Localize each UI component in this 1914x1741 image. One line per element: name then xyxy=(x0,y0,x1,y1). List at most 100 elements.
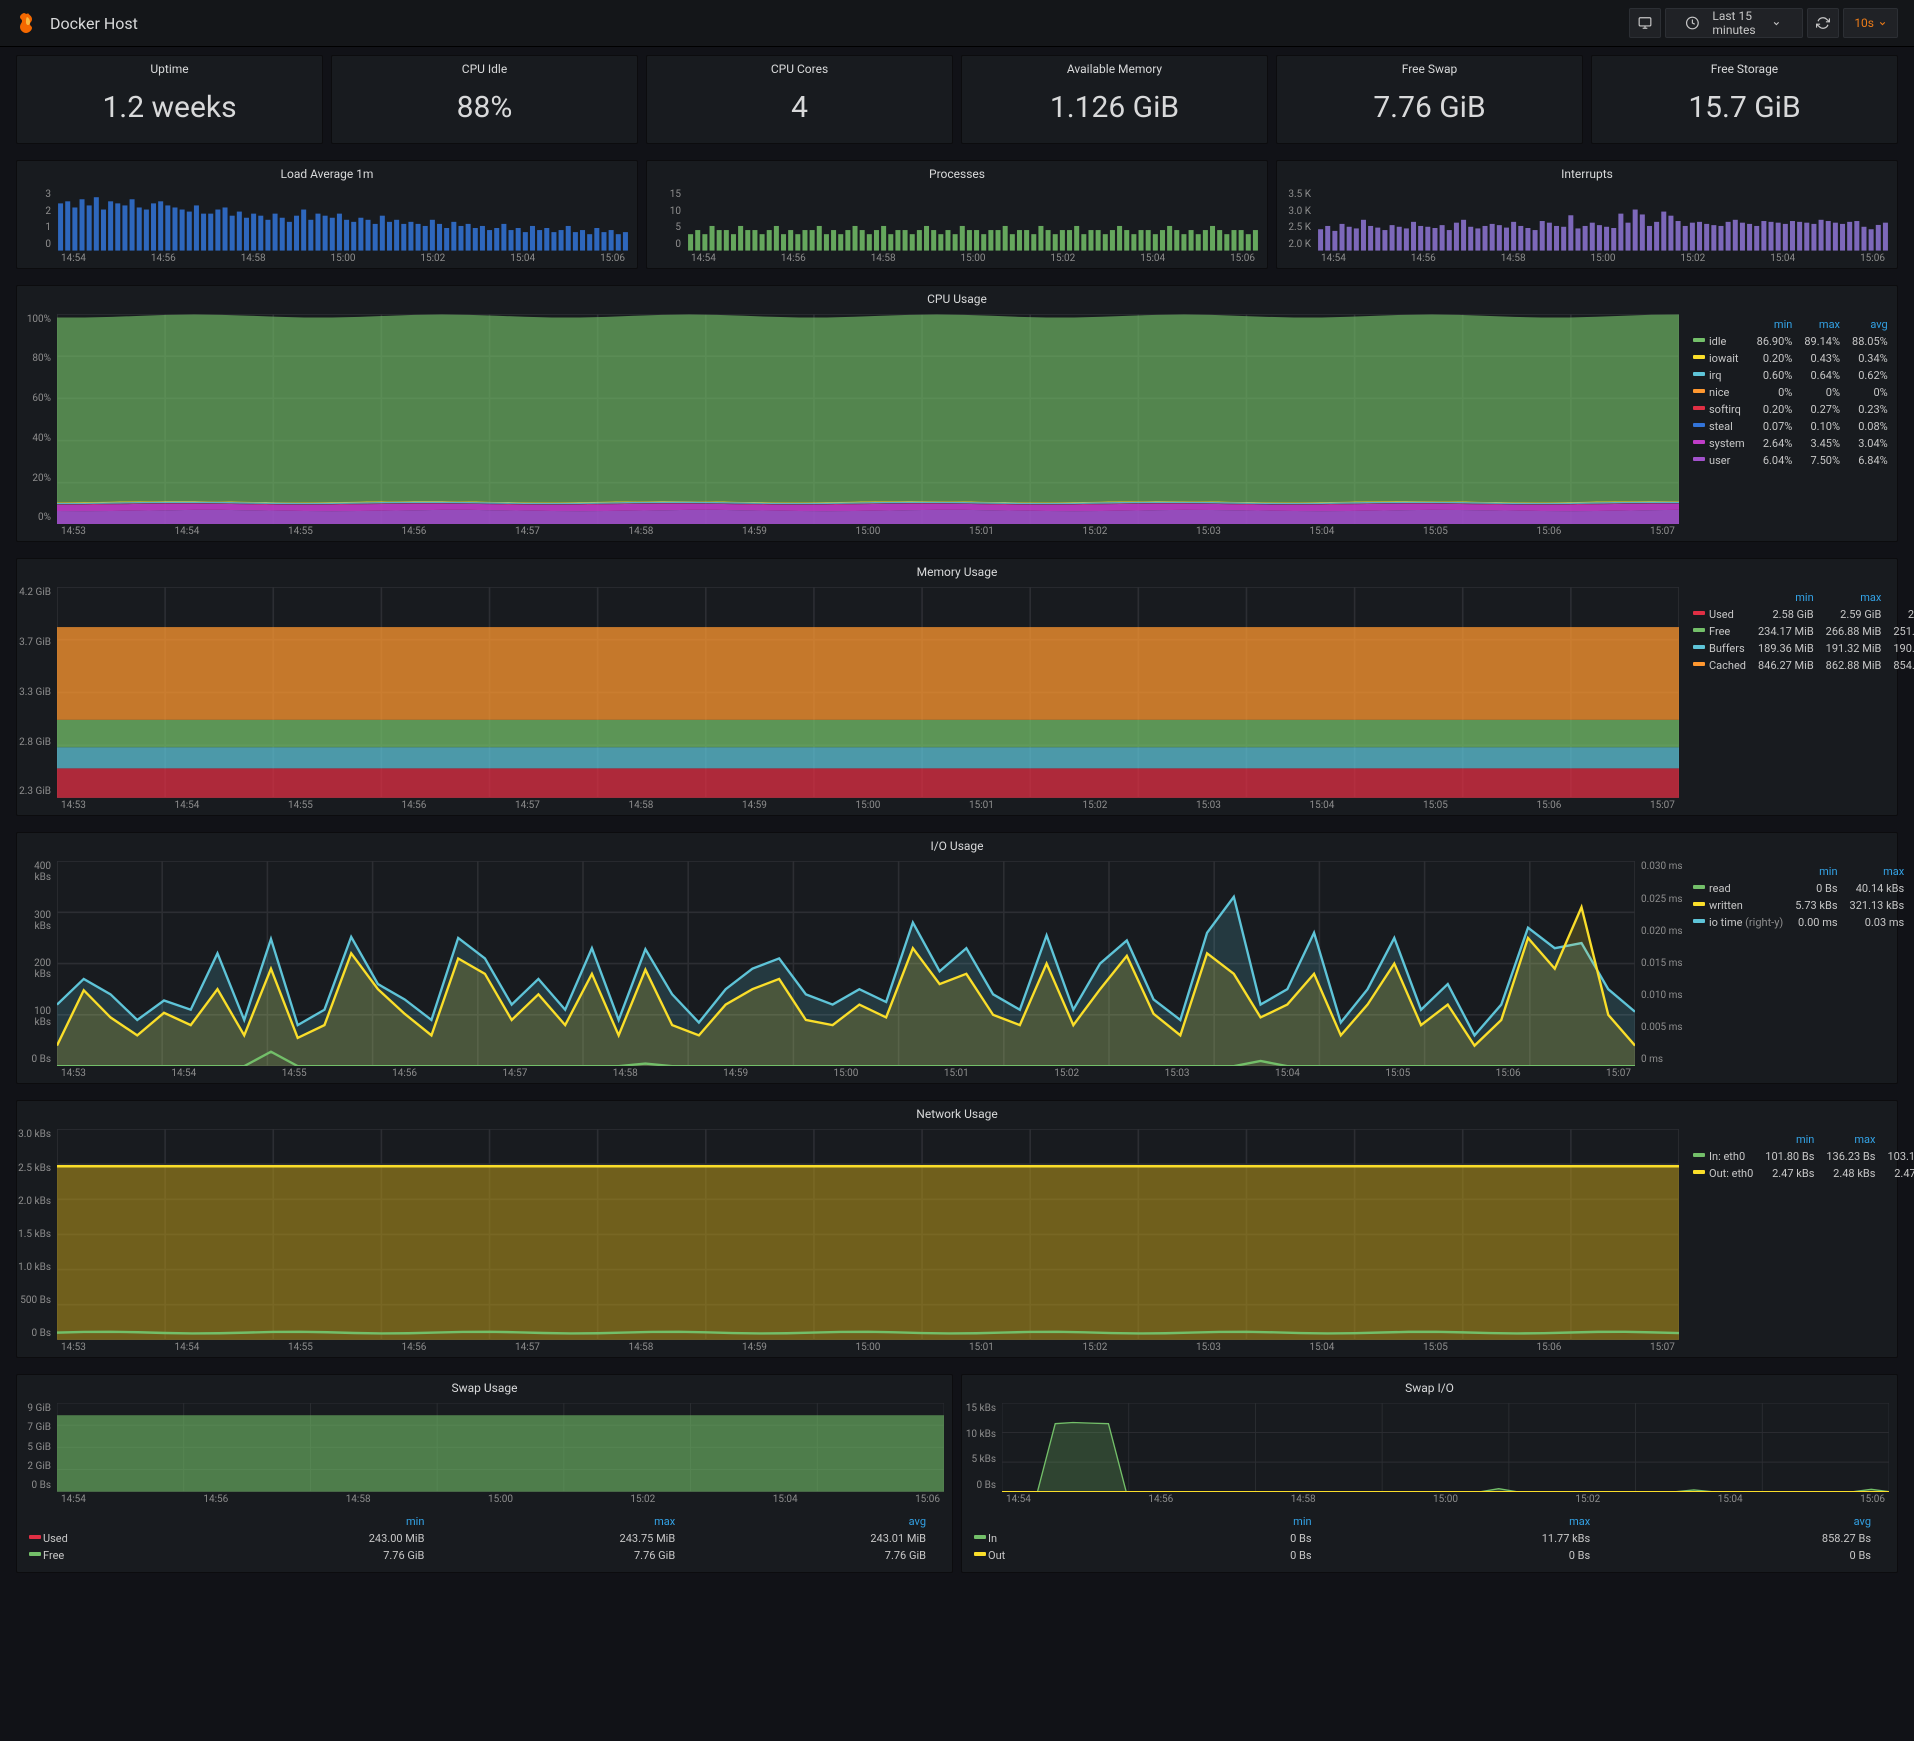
y-axis: 4.2 GiB3.7 GiB3.3 GiB2.8 GiB2.3 GiB xyxy=(17,587,55,797)
legend-row[interactable]: softirq0.20%0.27%0.23% xyxy=(1691,401,1894,418)
time-range-label: Last 15 minutes xyxy=(1712,9,1755,37)
chart-title: CPU Usage xyxy=(17,286,1897,310)
display-icon[interactable] xyxy=(1629,8,1661,38)
chart-body: 100%80%60%40%20%0% 14:5314:5414:5514:561… xyxy=(17,310,1687,542)
chart-title: Interrupts xyxy=(1277,161,1897,185)
legend-row[interactable]: Out: eth02.47 kBs2.48 kBs2.47 kBs xyxy=(1691,1165,1914,1182)
header-controls: Last 15 minutes 10s xyxy=(1629,8,1898,38)
legend-row[interactable]: steal0.07%0.10%0.08% xyxy=(1691,418,1894,435)
chart-body: 3210 14:5414:5614:5815:0015:0215:0415:06 xyxy=(17,185,637,268)
legend-row[interactable]: written5.73 kBs321.13 kBs81.79 kBs xyxy=(1691,897,1914,914)
chart-title: Network Usage xyxy=(17,1101,1897,1125)
chevron-down-icon xyxy=(1760,19,1793,28)
x-axis: 14:5314:5414:5514:5614:5714:5814:5915:00… xyxy=(57,524,1679,537)
legend-row[interactable]: irq0.60%0.64%0.62% xyxy=(1691,367,1894,384)
io-row: I/O Usage 400 kBs300 kBs200 kBs100 kBs0 … xyxy=(0,824,1914,1092)
swap-usage-panel[interactable]: Swap Usage 9 GiB7 GiB5 GiB2 GiB0 Bs 14:5… xyxy=(16,1374,953,1573)
network-row: Network Usage 3.0 kBs2.5 kBs2.0 kBs1.5 k… xyxy=(0,1092,1914,1366)
mini-chart-panel[interactable]: Processes 151050 14:5414:5614:5815:0015:… xyxy=(646,160,1268,269)
legend-row[interactable]: read0 Bs40.14 kBs1.07 kBs xyxy=(1691,880,1914,897)
memory-usage-panel[interactable]: Memory Usage 4.2 GiB3.7 GiB3.3 GiB2.8 Gi… xyxy=(16,558,1898,816)
chart-title: Processes xyxy=(647,161,1267,185)
stat-value: 4 xyxy=(647,80,952,143)
mini-chart-panel[interactable]: Interrupts 3.5 K3.0 K2.5 K2.0 K 14:5414:… xyxy=(1276,160,1898,269)
stat-panel[interactable]: Available Memory1.126 GiB xyxy=(961,55,1268,144)
legend-row[interactable]: io time (right-y)0.00 ms0.03 ms0.01 ms xyxy=(1691,914,1914,931)
x-axis: 14:5414:5614:5815:0015:0215:0415:06 xyxy=(1002,1492,1889,1505)
legend: minmaxavgUsed2.58 GiB2.59 GiB2.59 GiBFre… xyxy=(1687,583,1897,815)
x-axis: 14:5414:5614:5815:0015:0215:0415:06 xyxy=(57,251,629,264)
chart-body: 3.0 kBs2.5 kBs2.0 kBs1.5 kBs1.0 kBs500 B… xyxy=(17,1125,1687,1357)
chart-body: 4.2 GiB3.7 GiB3.3 GiB2.8 GiB2.3 GiB 14:5… xyxy=(17,583,1687,815)
y-axis: 151050 xyxy=(647,189,685,250)
legend-row[interactable]: user6.04%7.50%6.84% xyxy=(1691,452,1894,469)
legend-row[interactable]: Free7.76 GiB7.76 GiB7.76 GiB xyxy=(27,1547,942,1564)
stat-label: CPU Cores xyxy=(647,56,952,80)
x-axis: 14:5314:5414:5514:5614:5714:5814:5915:00… xyxy=(57,1340,1679,1353)
stat-label: Free Swap xyxy=(1277,56,1582,80)
legend: minmaxavgIn0 Bs11.77 kBs858.27 BsOut0 Bs… xyxy=(962,1509,1897,1572)
legend-table: minmaxavgUsed243.00 MiB243.75 MiB243.01 … xyxy=(27,1513,942,1564)
grafana-logo-icon xyxy=(16,11,40,35)
legend-table: minmaxavgUsed2.58 GiB2.59 GiB2.59 GiBFre… xyxy=(1691,589,1914,674)
x-axis: 14:5314:5414:5514:5614:5714:5814:5915:00… xyxy=(57,1066,1635,1079)
legend: minmaxavgidle86.90%89.14%88.05%iowait0.2… xyxy=(1687,310,1897,542)
legend-row[interactable]: Out0 Bs0 Bs0 Bs xyxy=(972,1547,1887,1564)
legend-row[interactable]: idle86.90%89.14%88.05% xyxy=(1691,333,1894,350)
stat-label: Available Memory xyxy=(962,56,1267,80)
y-axis: 15 kBs10 kBs5 kBs0 Bs xyxy=(962,1403,1000,1491)
cpu-row: CPU Usage 100%80%60%40%20%0% 14:5314:541… xyxy=(0,277,1914,551)
swap-io-panel[interactable]: Swap I/O 15 kBs10 kBs5 kBs0 Bs 14:5414:5… xyxy=(961,1374,1898,1573)
y-axis: 3210 xyxy=(17,189,55,250)
y-axis: 9 GiB7 GiB5 GiB2 GiB0 Bs xyxy=(17,1403,55,1491)
stat-label: CPU Idle xyxy=(332,56,637,80)
chart-body: 3.5 K3.0 K2.5 K2.0 K 14:5414:5614:5815:0… xyxy=(1277,185,1897,268)
legend-row[interactable]: Used2.58 GiB2.59 GiB2.59 GiB xyxy=(1691,606,1914,623)
legend-row[interactable]: Free234.17 MiB266.88 MiB251.82 MiB xyxy=(1691,623,1914,640)
refresh-interval-label: 10s xyxy=(1854,16,1874,30)
y-axis: 3.0 kBs2.5 kBs2.0 kBs1.5 kBs1.0 kBs500 B… xyxy=(17,1129,55,1339)
y-axis: 100%80%60%40%20%0% xyxy=(17,314,55,524)
mini-charts-row: Load Average 1m 3210 14:5414:5614:5815:0… xyxy=(0,152,1914,277)
stat-value: 7.76 GiB xyxy=(1277,80,1582,143)
stats-row: Uptime1.2 weeksCPU Idle88%CPU Cores4Avai… xyxy=(0,47,1914,152)
chart-title: Memory Usage xyxy=(17,559,1897,583)
legend-row[interactable]: In0 Bs11.77 kBs858.27 Bs xyxy=(972,1530,1887,1547)
legend-row[interactable]: nice0%0%0% xyxy=(1691,384,1894,401)
stat-panel[interactable]: Uptime1.2 weeks xyxy=(16,55,323,144)
stat-panel[interactable]: CPU Idle88% xyxy=(331,55,638,144)
stat-panel[interactable]: Free Swap7.76 GiB xyxy=(1276,55,1583,144)
stat-label: Uptime xyxy=(17,56,322,80)
y-axis: 3.5 K3.0 K2.5 K2.0 K xyxy=(1277,189,1315,250)
x-axis: 14:5414:5614:5815:0015:0215:0415:06 xyxy=(687,251,1259,264)
legend-row[interactable]: In: eth0101.80 Bs136.23 Bs103.16 Bs xyxy=(1691,1148,1914,1165)
chart-title: Swap I/O xyxy=(962,1375,1897,1399)
mini-chart-panel[interactable]: Load Average 1m 3210 14:5414:5614:5815:0… xyxy=(16,160,638,269)
network-usage-panel[interactable]: Network Usage 3.0 kBs2.5 kBs2.0 kBs1.5 k… xyxy=(16,1100,1898,1358)
stat-panel[interactable]: Free Storage15.7 GiB xyxy=(1591,55,1898,144)
chart-body: 151050 14:5414:5614:5815:0015:0215:0415:… xyxy=(647,185,1267,268)
swap-row: Swap Usage 9 GiB7 GiB5 GiB2 GiB0 Bs 14:5… xyxy=(0,1366,1914,1581)
stat-value: 1.126 GiB xyxy=(962,80,1267,143)
chart-title: Load Average 1m xyxy=(17,161,637,185)
legend-row[interactable]: system2.64%3.45%3.04% xyxy=(1691,435,1894,452)
x-axis: 14:5314:5414:5514:5614:5714:5814:5915:00… xyxy=(57,798,1679,811)
stat-panel[interactable]: CPU Cores4 xyxy=(646,55,953,144)
legend-row[interactable]: Buffers189.36 MiB191.32 MiB190.34 MiB xyxy=(1691,640,1914,657)
y-axis: 400 kBs300 kBs200 kBs100 kBs0 Bs xyxy=(17,861,55,1065)
cpu-usage-panel[interactable]: CPU Usage 100%80%60%40%20%0% 14:5314:541… xyxy=(16,285,1898,543)
chart-body: 15 kBs10 kBs5 kBs0 Bs 14:5414:5614:5815:… xyxy=(962,1399,1897,1509)
time-range-button[interactable]: Last 15 minutes xyxy=(1665,8,1804,38)
refresh-button[interactable] xyxy=(1807,8,1839,38)
legend-row[interactable]: Cached846.27 MiB862.88 MiB854.64 MiB xyxy=(1691,657,1914,674)
legend-row[interactable]: iowait0.20%0.43%0.34% xyxy=(1691,350,1894,367)
clock-icon xyxy=(1676,16,1709,30)
legend-row[interactable]: Used243.00 MiB243.75 MiB243.01 MiB xyxy=(27,1530,942,1547)
io-usage-panel[interactable]: I/O Usage 400 kBs300 kBs200 kBs100 kBs0 … xyxy=(16,832,1898,1084)
refresh-interval-button[interactable]: 10s xyxy=(1843,8,1898,38)
chevron-down-icon xyxy=(1878,19,1887,28)
refresh-icon xyxy=(1808,16,1838,30)
legend-table: minmaxavgidle86.90%89.14%88.05%iowait0.2… xyxy=(1691,316,1894,469)
legend-table: minmaxavgread0 Bs40.14 kBs1.07 kBswritte… xyxy=(1691,863,1914,931)
legend: minmaxavgIn: eth0101.80 Bs136.23 Bs103.1… xyxy=(1687,1125,1897,1357)
